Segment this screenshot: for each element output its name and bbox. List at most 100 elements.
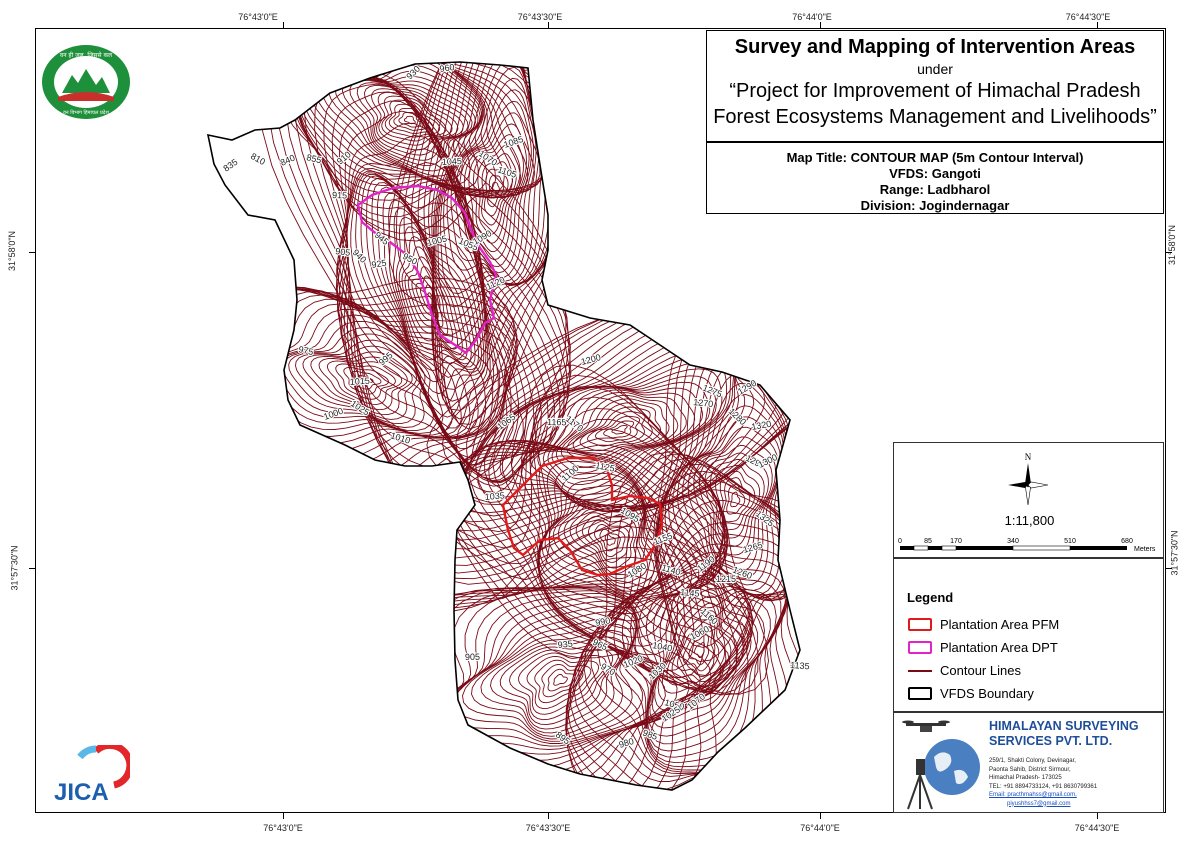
map-info-box: Map Title: CONTOUR MAP (5m Contour Inter… [706, 142, 1164, 214]
contour-line [288, 333, 426, 428]
tick-mark [548, 813, 549, 819]
contour-line [682, 416, 782, 586]
contour-line [603, 420, 635, 439]
contour-label: 1145 [680, 587, 700, 599]
contour-line [396, 216, 472, 365]
contour-label: 1270 [693, 397, 714, 409]
contour-line [415, 275, 444, 328]
contour-line [704, 452, 769, 556]
contour-line [410, 62, 591, 411]
contour-line [687, 426, 779, 579]
contour-line [343, 367, 389, 395]
contour-label: 1290 [736, 378, 758, 397]
plantation-area-dpt[interactable] [356, 184, 498, 355]
tick-mark [29, 252, 35, 253]
address-line: Himachal Pradesh- 173025 [989, 775, 1062, 781]
hp-forest-logo: वन ही जल, जिससे कल वन विभाग हिमाचल प्रदे… [42, 45, 130, 119]
contour-line [682, 626, 714, 672]
scale-tick-510: 510 [1064, 538, 1076, 545]
contour-line [387, 62, 598, 430]
map-title-text: Map Title: CONTOUR MAP (5m Contour Inter… [786, 150, 1084, 165]
contour-line [611, 425, 628, 435]
contour-line [323, 83, 561, 487]
scale-tick-340: 340 [1007, 538, 1019, 545]
contour-line [730, 491, 741, 508]
scale-unit: Meters [1134, 546, 1156, 553]
contour-line [454, 100, 532, 274]
map-main-title: Survey and Mapping of Intervention Areas [734, 36, 1136, 58]
contour-label: 970 [599, 661, 617, 677]
scale-ratio: 1:11,800 [1004, 513, 1055, 528]
contour-line [490, 181, 500, 199]
contour-line [599, 528, 621, 552]
tick-mark [1097, 813, 1098, 819]
contour-line [468, 134, 524, 253]
contour-line [677, 618, 720, 678]
scale-box: N 1:11,800 0 85 170 340 510 680 Meters [893, 442, 1164, 558]
tick-mark [548, 22, 549, 28]
scale-tick-680: 680 [1121, 538, 1133, 545]
contour-line [392, 208, 476, 372]
contour-line [715, 464, 761, 539]
contour-line [350, 172, 499, 459]
project-line-1: “Project for Improvement of Himachal Pra… [729, 80, 1141, 102]
legend-item-dpt: Plantation Area DPT [908, 640, 1058, 655]
contour-line [459, 112, 530, 268]
contour-line [588, 519, 630, 563]
address-line: Paonta Sahib, District Sirmour, [989, 766, 1071, 773]
contour-line [417, 62, 587, 402]
contour-line [326, 360, 403, 405]
contour-line [477, 153, 517, 235]
vfds-boundary [206, 61, 801, 791]
contour-line [471, 623, 633, 737]
tick-mark [1166, 252, 1172, 253]
contour-label: 1125 [595, 460, 616, 474]
contour-label: 1320 [751, 419, 772, 432]
legend-item-contour: Contour Lines [908, 663, 1021, 678]
tick-mark [283, 22, 284, 28]
title-box: Survey and Mapping of Intervention Areas… [706, 30, 1164, 142]
contour-line [448, 364, 769, 695]
contour-line [688, 634, 710, 665]
range-text: Range: Ladbharol [879, 182, 991, 197]
legend-box: Legend Plantation Area PFM Plantation Ar… [893, 558, 1164, 712]
contour-line [349, 80, 473, 167]
contour-line [537, 375, 717, 496]
contour-line [490, 636, 625, 730]
contour-line [404, 246, 459, 350]
contour-label: 1045 [442, 156, 463, 167]
contour-label: 1215 [716, 574, 736, 584]
scale-tick-85: 85 [924, 538, 932, 545]
email-link[interactable]: piyushhss7@gmail.com [1007, 800, 1071, 807]
contour-label: 1165 [547, 417, 567, 427]
contour-line [534, 659, 592, 704]
contour-line [518, 652, 607, 715]
legend-label-dpt: Plantation Area DPT [940, 640, 1058, 655]
contour-line [566, 451, 800, 790]
contour-line [403, 115, 416, 125]
coord-bottom-1: 76°43'0"E [263, 823, 303, 833]
contour-line [295, 339, 422, 425]
coord-bottom-3: 76°44'0"E [800, 823, 840, 833]
contour-line [401, 236, 463, 356]
contour-line [356, 82, 469, 161]
contour-line [575, 512, 638, 575]
contour-label: 905 [335, 246, 351, 258]
contour-label: 1280 [727, 406, 748, 427]
contour-label: 1035 [484, 490, 505, 502]
division-text: Division: Jogindernagar [860, 198, 1010, 213]
north-arrow-icon: N [1008, 452, 1049, 506]
email-link[interactable]: Email: practhmahss@gmail.com, [989, 792, 1077, 798]
contour-line [502, 441, 726, 647]
plantation-area-pfm[interactable] [501, 456, 664, 577]
contour-line [541, 664, 584, 698]
contour-line [548, 484, 670, 595]
contour-line [526, 655, 600, 710]
contour-line [388, 199, 480, 383]
north-label: N [1025, 452, 1032, 462]
contour-label: 990 [594, 615, 611, 628]
contour-line [722, 477, 751, 523]
coord-top-1: 76°43'0"E [238, 12, 278, 22]
contour-line [693, 436, 777, 572]
